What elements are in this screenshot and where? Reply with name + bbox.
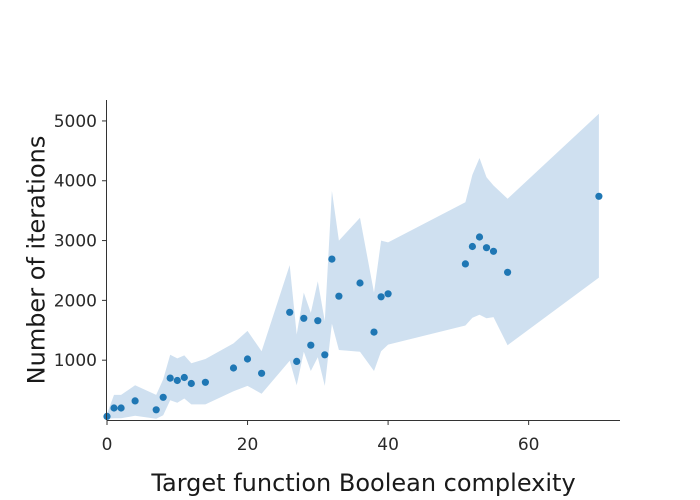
data-point bbox=[377, 293, 385, 301]
y-tick-label: 1000 bbox=[54, 351, 97, 371]
data-point bbox=[482, 244, 491, 252]
data-point bbox=[461, 260, 469, 268]
data-point bbox=[166, 374, 174, 382]
data-point bbox=[335, 292, 343, 300]
data-point bbox=[356, 279, 364, 287]
data-point bbox=[475, 233, 484, 241]
x-ticks: 0 20 40 60 bbox=[102, 420, 540, 455]
data-point bbox=[243, 355, 252, 363]
y-tick-label: 2000 bbox=[54, 291, 97, 311]
data-point bbox=[110, 404, 118, 412]
data-point bbox=[595, 192, 603, 200]
data-point bbox=[504, 268, 512, 276]
y-tick-label: 4000 bbox=[54, 172, 97, 192]
data-point bbox=[314, 317, 322, 325]
data-point bbox=[159, 393, 167, 401]
x-axis-title: Target function Boolean complexity bbox=[150, 469, 575, 497]
y-tick-label: 5000 bbox=[54, 112, 97, 132]
confidence-band bbox=[107, 113, 599, 419]
data-point bbox=[180, 373, 188, 382]
data-point bbox=[286, 308, 294, 316]
x-tick-label: 40 bbox=[377, 435, 399, 455]
data-point bbox=[117, 404, 125, 412]
y-ticks: 1000 2000 3000 4000 5000 bbox=[54, 112, 107, 371]
data-point bbox=[468, 242, 476, 251]
y-axis-title: Number of iterations bbox=[22, 136, 50, 385]
x-tick-label: 60 bbox=[518, 435, 540, 455]
y-tick-label: 3000 bbox=[54, 232, 97, 252]
data-point bbox=[307, 341, 315, 349]
data-point bbox=[300, 314, 308, 322]
axes bbox=[106, 100, 620, 421]
x-tick-label: 0 bbox=[102, 435, 113, 455]
data-point bbox=[152, 406, 160, 414]
data-point bbox=[173, 376, 181, 385]
data-point bbox=[293, 357, 301, 365]
x-tick-label: 20 bbox=[237, 435, 259, 455]
data-point bbox=[321, 351, 329, 359]
confidence-band-layer bbox=[107, 113, 599, 419]
data-point bbox=[229, 364, 238, 372]
data-point bbox=[384, 290, 392, 298]
data-points-layer bbox=[103, 192, 603, 420]
data-point bbox=[187, 379, 195, 388]
data-point bbox=[131, 397, 139, 405]
data-point bbox=[328, 255, 336, 263]
data-point bbox=[489, 247, 498, 255]
data-point bbox=[258, 369, 266, 377]
data-point bbox=[201, 378, 209, 386]
data-point bbox=[370, 328, 378, 336]
